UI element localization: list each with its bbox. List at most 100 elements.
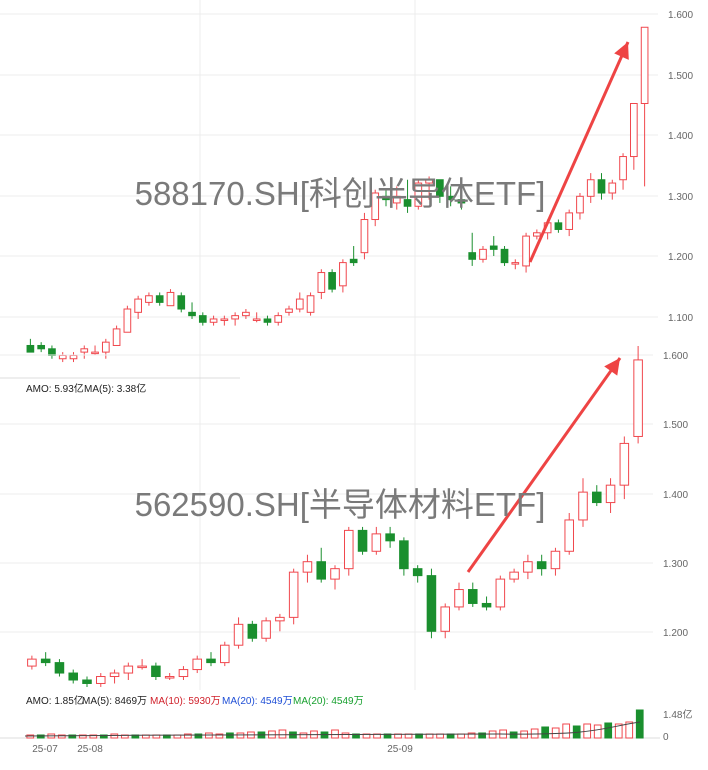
chart-1-ytick: 1.400: [668, 131, 693, 142]
candle-down: [382, 195, 390, 201]
candle-up: [608, 182, 617, 194]
candle-up: [633, 359, 643, 437]
volume-bar: [467, 732, 476, 739]
candle-down: [37, 344, 46, 350]
candle-down: [481, 602, 492, 608]
candle-up: [285, 308, 293, 313]
volume-bar: [215, 733, 224, 739]
candle-up: [360, 219, 369, 254]
candle-up: [112, 328, 121, 346]
chart-2-ytick: 1.600: [663, 351, 688, 362]
trend-arrow-line: [528, 41, 630, 263]
volume-bar: [299, 732, 308, 739]
x-axis-label: 25-07: [32, 744, 58, 755]
volume-bar: [194, 733, 203, 739]
candle-up: [58, 354, 67, 360]
candle-up: [123, 665, 134, 674]
volume-bar: [226, 732, 234, 739]
candle-down: [82, 679, 92, 684]
candle-down: [349, 258, 358, 264]
candle-up: [392, 195, 401, 204]
chart-2-ma5: MA(5): 8469万: [82, 696, 147, 707]
candle-up: [533, 232, 541, 237]
candle-up: [565, 212, 574, 230]
candle-up: [274, 315, 283, 323]
volume-bar: [614, 723, 623, 739]
candle-up: [330, 568, 340, 580]
candle-down: [412, 568, 423, 577]
trend-arrow-head: [614, 42, 629, 60]
chart-2-title: 562590.SH[半导体材料ETF]: [135, 486, 546, 523]
volume-bar: [36, 734, 45, 739]
volume-bar: [26, 734, 35, 739]
candle-up: [101, 341, 110, 353]
candle-down: [500, 248, 509, 264]
chart-1-ytick: 1.200: [668, 252, 693, 263]
candle-down: [54, 662, 65, 674]
volume-bar: [278, 729, 287, 739]
candle-down: [489, 245, 498, 250]
candle-up: [252, 318, 261, 321]
candle-up: [302, 561, 313, 573]
candle-up: [576, 195, 584, 214]
chart-2-ytick: 1.400: [663, 490, 688, 501]
chart-2-ytick: 1.200: [663, 628, 688, 639]
volume-bar: [184, 733, 192, 739]
trend-arrow-line: [466, 357, 622, 573]
chart-1-ytick: 1.500: [668, 71, 693, 82]
candle-up: [371, 533, 382, 552]
candle-up: [295, 298, 304, 310]
chart-1-amo: AMO: 5.93亿: [26, 382, 84, 395]
candle-down: [206, 658, 216, 664]
candle-down: [48, 348, 56, 356]
volume-bar: [625, 721, 634, 739]
volume-bar: [635, 709, 644, 739]
candle-down: [263, 318, 272, 323]
candle-down: [357, 529, 368, 552]
candle-down: [316, 561, 326, 580]
candle-up: [414, 182, 423, 207]
candle-up: [145, 295, 153, 303]
candle-up: [134, 298, 142, 313]
candle-up: [306, 295, 315, 313]
candle-up: [564, 519, 574, 552]
candle-up: [550, 550, 561, 570]
candle-down: [536, 561, 547, 570]
candle-down: [26, 344, 35, 353]
candle-up: [109, 672, 120, 678]
candle-down: [403, 199, 412, 207]
candle-up: [288, 571, 299, 618]
volume-bar: [68, 734, 77, 739]
candle-up: [69, 354, 78, 360]
chart-2-ytick: 1.300: [663, 559, 688, 570]
volume-bar: [509, 731, 518, 739]
candle-up: [231, 315, 239, 320]
chart-1-ytick: 1.600: [668, 10, 693, 21]
candle-up: [192, 658, 202, 671]
volume-ma-line: [24, 721, 641, 737]
candle-down: [188, 311, 196, 317]
volume-bar: [57, 734, 66, 739]
candle-down: [426, 575, 437, 632]
candle-up: [137, 665, 147, 669]
candle-down: [597, 179, 606, 194]
candle-down: [592, 491, 602, 504]
candle-up: [454, 589, 464, 608]
candle-up: [371, 192, 380, 221]
candle-up: [166, 291, 175, 307]
candle-down: [40, 658, 51, 664]
trend-arrow-head: [604, 358, 620, 376]
chart-1-ytick: 1.300: [668, 192, 693, 203]
candle-up: [233, 623, 244, 646]
candle-up: [339, 262, 347, 287]
chart-2-amo: AMO: 1.85亿: [26, 694, 84, 707]
candle-up: [425, 179, 433, 184]
volume-ytick: 1.48亿: [663, 708, 692, 721]
candle-down: [468, 589, 478, 604]
chart-2-ma20a: MA(20): 4549万: [222, 696, 293, 707]
candle-up: [619, 156, 627, 181]
candle-up: [619, 442, 630, 486]
candle-up: [275, 616, 285, 622]
